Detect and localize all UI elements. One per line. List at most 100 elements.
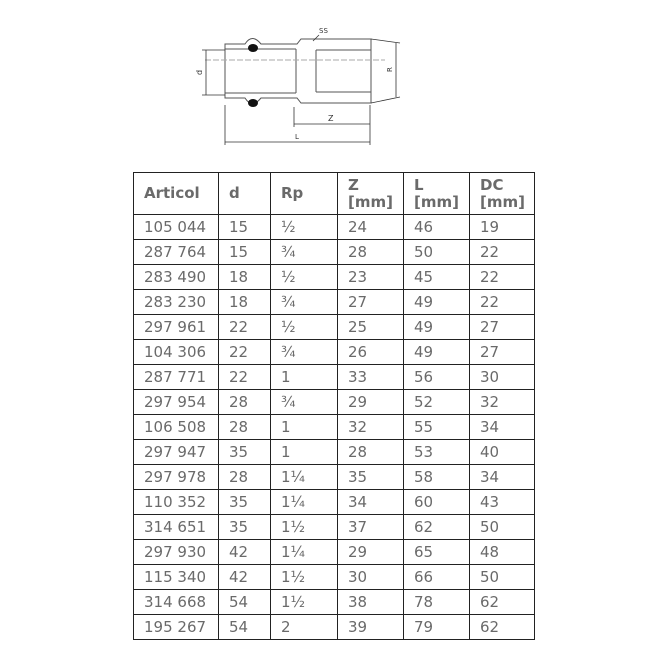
cell-z: 26 (337, 339, 404, 365)
cell-articol: 287 764 (133, 239, 219, 265)
cell-z: 32 (337, 414, 404, 440)
cell-z: 29 (337, 539, 404, 565)
cell-dc: 27 (469, 339, 535, 365)
cell-d: 28 (218, 464, 271, 490)
cell-d: 28 (218, 389, 271, 415)
cell-l: 79 (403, 614, 470, 640)
cell-z: 24 (337, 214, 404, 240)
cell-d: 35 (218, 439, 271, 465)
table-row: 110 352 35 1¼ 34 60 43 (133, 489, 535, 515)
cell-z: 25 (337, 314, 404, 340)
cell-rp: 1½ (270, 589, 338, 615)
cell-articol: 105 044 (133, 214, 219, 240)
cell-l: 60 (403, 489, 470, 515)
cell-rp: 1 (270, 414, 338, 440)
table-row: 115 340 42 1½ 30 66 50 (133, 564, 535, 590)
cell-z: 34 (337, 489, 404, 515)
cell-articol: 283 230 (133, 289, 219, 315)
cell-articol: 287 771 (133, 364, 219, 390)
cell-d: 15 (218, 214, 271, 240)
cell-rp: 2 (270, 614, 338, 640)
cell-articol: 314 651 (133, 514, 219, 540)
cell-articol: 297 978 (133, 464, 219, 490)
cell-articol: 104 306 (133, 339, 219, 365)
cell-d: 42 (218, 539, 271, 565)
dimensions-table: Articol d Rp Z [mm] L [mm] DC [mm] 105 0… (133, 172, 535, 640)
label-z: Z (328, 114, 334, 123)
cell-d: 54 (218, 614, 271, 640)
cell-l: 50 (403, 239, 470, 265)
header-row: Articol d Rp Z [mm] L [mm] DC [mm] (133, 172, 535, 215)
cell-rp: 1 (270, 364, 338, 390)
cell-dc: 34 (469, 414, 535, 440)
fitting-body (224, 38, 372, 104)
header-articol: Articol (133, 172, 219, 215)
cell-rp: ¾ (270, 289, 338, 315)
header-d: d (218, 172, 271, 215)
cell-dc: 62 (469, 589, 535, 615)
cell-dc: 19 (469, 214, 535, 240)
cell-l: 53 (403, 439, 470, 465)
o-ring-bottom (248, 99, 258, 107)
cell-z: 23 (337, 264, 404, 290)
cell-l: 46 (403, 214, 470, 240)
fitting-diagram: SS d R Z L (195, 27, 401, 145)
label-d: d (195, 70, 204, 75)
cell-dc: 34 (469, 464, 535, 490)
cell-articol: 297 930 (133, 539, 219, 565)
cell-z: 35 (337, 464, 404, 490)
cell-dc: 27 (469, 314, 535, 340)
cell-z: 27 (337, 289, 404, 315)
cell-dc: 22 (469, 264, 535, 290)
cell-z: 33 (337, 364, 404, 390)
cell-dc: 22 (469, 289, 535, 315)
table-row: 105 044 15 ½ 24 46 19 (133, 214, 535, 240)
cell-d: 22 (218, 314, 271, 340)
cell-rp: 1½ (270, 514, 338, 540)
cell-d: 22 (218, 339, 271, 365)
cell-rp: ¾ (270, 239, 338, 265)
cell-l: 66 (403, 564, 470, 590)
cell-dc: 40 (469, 439, 535, 465)
cell-dc: 32 (469, 389, 535, 415)
cell-z: 29 (337, 389, 404, 415)
cell-dc: 62 (469, 614, 535, 640)
label-r: R (386, 67, 394, 72)
cell-rp: 1½ (270, 564, 338, 590)
cell-d: 15 (218, 239, 271, 265)
cell-dc: 43 (469, 489, 535, 515)
cell-l: 49 (403, 339, 470, 365)
table-row: 287 764 15 ¾ 28 50 22 (133, 239, 535, 265)
cell-rp: ½ (270, 214, 338, 240)
cell-articol: 314 668 (133, 589, 219, 615)
cell-dc: 50 (469, 564, 535, 590)
cell-l: 56 (403, 364, 470, 390)
cell-d: 35 (218, 489, 271, 515)
table-row: 297 947 35 1 28 53 40 (133, 439, 535, 465)
cell-articol: 283 490 (133, 264, 219, 290)
label-l: L (295, 133, 299, 141)
cell-l: 55 (403, 414, 470, 440)
cell-d: 42 (218, 564, 271, 590)
table-row: 297 954 28 ¾ 29 52 32 (133, 389, 535, 415)
cell-l: 49 (403, 289, 470, 315)
table-row: 297 978 28 1¼ 35 58 34 (133, 464, 535, 490)
cell-d: 35 (218, 514, 271, 540)
table-row: 287 771 22 1 33 56 30 (133, 364, 535, 390)
table-row: 104 306 22 ¾ 26 49 27 (133, 339, 535, 365)
cell-d: 18 (218, 289, 271, 315)
cell-z: 39 (337, 614, 404, 640)
cell-d: 28 (218, 414, 271, 440)
cell-l: 65 (403, 539, 470, 565)
cell-articol: 115 340 (133, 564, 219, 590)
table-row: 297 961 22 ½ 25 49 27 (133, 314, 535, 340)
cell-d: 22 (218, 364, 271, 390)
cell-z: 37 (337, 514, 404, 540)
table-row: 283 230 18 ¾ 27 49 22 (133, 289, 535, 315)
cell-l: 52 (403, 389, 470, 415)
header-dc: DC [mm] (469, 172, 535, 215)
header-l: L [mm] (403, 172, 470, 215)
cell-dc: 30 (469, 364, 535, 390)
o-ring-top (248, 44, 258, 52)
cell-articol: 110 352 (133, 489, 219, 515)
